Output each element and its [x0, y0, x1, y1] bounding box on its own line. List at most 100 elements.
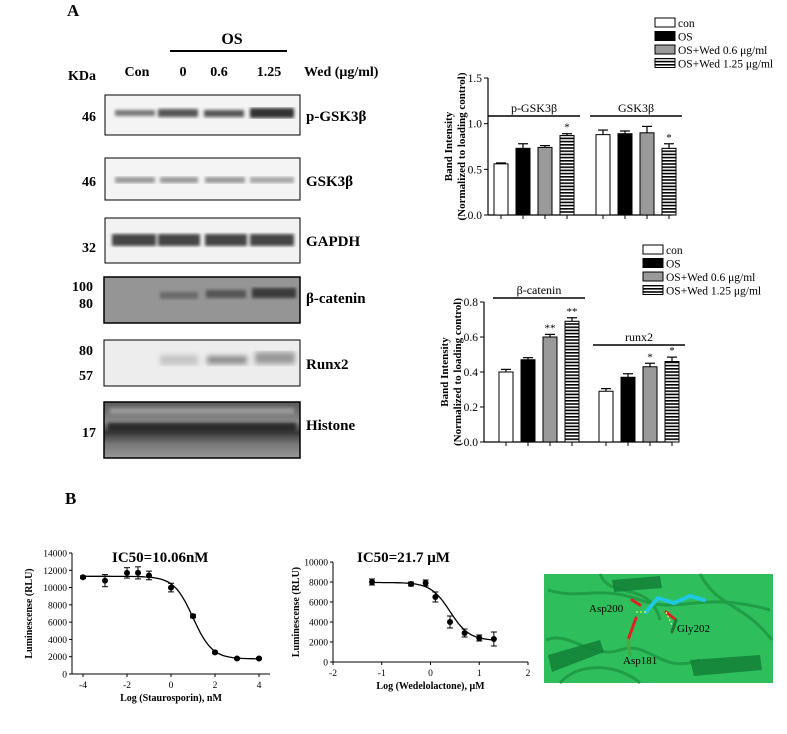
significance-mark: *: [669, 345, 675, 357]
data-point: [408, 581, 414, 587]
y-tick-label: 0.8: [464, 297, 479, 309]
legend-label-1-1: OS: [678, 32, 693, 44]
x-tick-label: 4: [257, 681, 262, 691]
data-point: [168, 584, 174, 591]
data-point: [476, 635, 483, 641]
legend-label-2-1: OS: [666, 259, 681, 271]
blot-name-gsk3b: GSK3β: [306, 174, 353, 190]
data-point: [490, 636, 497, 642]
group-label: p-GSK3β: [511, 101, 557, 115]
x-tick-label: 0: [428, 669, 433, 679]
x-tick-label: 0: [169, 681, 174, 691]
data-point: [234, 655, 240, 662]
lane-label-con: Con: [125, 65, 150, 80]
bar: [598, 390, 614, 443]
bar: [664, 361, 680, 443]
y-axis-label: Luminescense (RLU): [291, 567, 302, 657]
data-point: [369, 579, 375, 585]
legend-swatch-1-3: [654, 58, 676, 68]
legend-label-1-2: OS+Wed 0.6 μg/ml: [678, 45, 767, 57]
docking-label-asp181: Asp181: [623, 655, 657, 667]
y-tick-label: 6000: [309, 599, 328, 609]
legend-swatch-2-3: [642, 285, 664, 295]
y-tick-label: 8000: [48, 601, 67, 611]
legend-swatch-1-1: [654, 31, 676, 41]
data-point: [80, 574, 86, 581]
blot-bands-runx2: [160, 352, 295, 365]
data-point: [102, 577, 108, 584]
marker-runx2-1: 57: [79, 369, 93, 384]
y-axis-label: Band Intensity(Normalized to loading con…: [439, 298, 464, 446]
significance-mark: *: [647, 351, 653, 363]
western-blot-header: OS KDa Con 0 0.6 1.25 Wed (μg/ml): [68, 31, 379, 84]
y-tick-label: 6000: [48, 619, 67, 629]
lane-label-0: 0: [180, 65, 187, 80]
data-point: [422, 580, 429, 586]
y-tick-label: 0.4: [464, 367, 479, 379]
y-tick-label: 2000: [309, 639, 328, 649]
legend-label-1-0: con: [678, 18, 695, 30]
y-tick-label: 1.0: [468, 119, 483, 131]
marker-histone-0: 17: [82, 426, 96, 441]
legend-swatch-1-0: [654, 17, 676, 28]
group-label: runx2: [625, 330, 653, 344]
y-tick-label: 1.5: [468, 73, 483, 85]
y-axis-label-line2: (Normalized to loading control): [452, 298, 464, 446]
panel-label-a: A: [67, 1, 80, 20]
x-tick-label: -1: [378, 669, 386, 679]
marker-runx2-0: 80: [79, 344, 93, 359]
y-tick-label: 0.6: [464, 332, 479, 344]
blot-bands-b-catenin: [160, 288, 296, 299]
y-axis-label: Band Intensity(Normalized to loading con…: [443, 72, 468, 220]
panel-label-b: B: [65, 489, 76, 508]
y-tick-label: 0: [323, 659, 328, 669]
marker-gsk3b-0: 46: [82, 175, 96, 190]
y-tick-label: 8000: [309, 579, 328, 589]
data-point: [146, 572, 152, 579]
marker-b-catenin-1: 80: [79, 297, 93, 312]
group-label: GSK3β: [618, 101, 654, 115]
legend-label-1-3: OS+Wed 1.25 μg/ml: [678, 59, 773, 71]
data-point: [124, 569, 130, 576]
x-tick-label: -2: [123, 681, 131, 691]
dose-response-wedelolactone: 0 2000 4000 6000 8000 10000 -2 -1 0 1 2 Log (Wedelo…: [291, 550, 531, 692]
y-tick-label: 0.5: [468, 164, 483, 176]
legend-label-2-2: OS+Wed 0.6 μg/ml: [666, 272, 755, 284]
x-tick-label: -4: [79, 681, 87, 691]
y-tick-label: 12000: [43, 567, 67, 577]
blot-bands-gapdh: [112, 234, 294, 246]
blot-name-b-catenin: β-catenin: [306, 291, 366, 307]
kda-label: KDa: [68, 69, 96, 84]
bar: [520, 359, 536, 443]
bar: [639, 132, 655, 216]
x-tick-label: 1: [477, 669, 482, 679]
lane-label-wed: Wed (μg/ml): [304, 65, 379, 80]
bar: [559, 135, 575, 216]
y-tick-label: 4000: [48, 636, 67, 646]
y-tick-label: 10000: [304, 559, 328, 569]
x-axis-label: Log (Staurosporin), nM: [120, 693, 222, 704]
y-tick-label: 4000: [309, 619, 328, 629]
bar: [564, 320, 580, 443]
group-label: β-catenin: [517, 283, 562, 297]
data-point: [432, 594, 439, 600]
protein-sheets: [548, 576, 762, 676]
y-tick-label: 0.0: [468, 210, 483, 222]
blot-name-p-gsk3b: p-GSK3β: [306, 109, 367, 125]
y-tick-label: 0.2: [464, 402, 479, 414]
dose-response-staurosporin: 0 2000 4000 6000 8000 10000 12000 14000 -4 -2 0 2 4 L…: [24, 550, 270, 704]
os-label: OS: [221, 31, 242, 48]
x-tick-label: 2: [526, 669, 531, 679]
bar: [493, 163, 509, 216]
data-point: [135, 569, 141, 576]
blot-name-histone: Histone: [306, 418, 356, 434]
y-tick-label: 0.0: [464, 437, 479, 449]
bar: [617, 133, 633, 216]
blot-bands-gsk3b: [115, 177, 294, 183]
bar: [642, 366, 658, 443]
marker-p-gsk3b-0: 46: [82, 110, 96, 125]
bar: [595, 134, 611, 216]
y-axis-label: Luminescense (RLU): [24, 568, 35, 658]
